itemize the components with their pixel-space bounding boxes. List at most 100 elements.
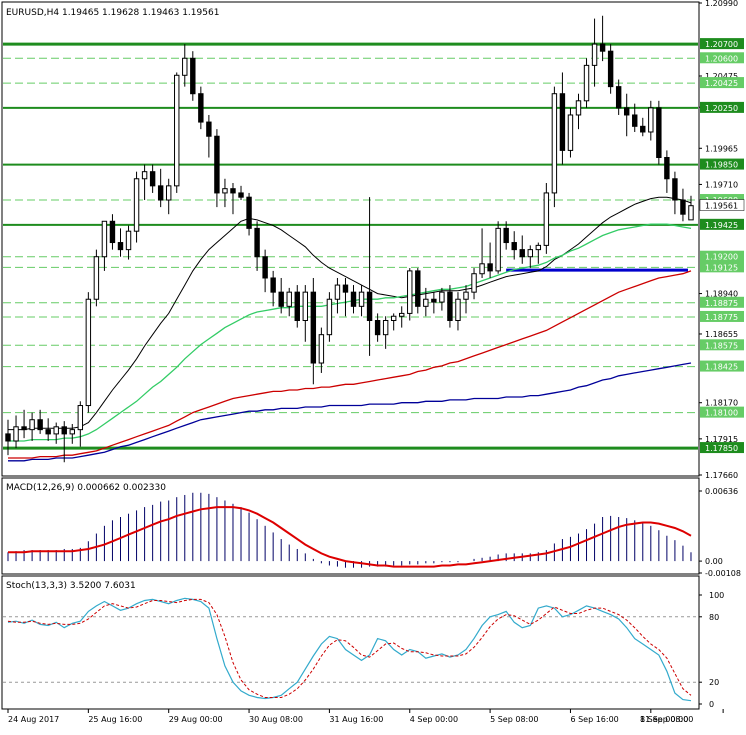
candle <box>390 313 397 331</box>
candle <box>527 245 533 269</box>
level-price-tag <box>700 406 744 418</box>
candle-body-bear <box>270 277 276 293</box>
time-tick-label: 8 Sep 00:00 <box>640 715 688 724</box>
candle-body-bear <box>230 188 236 194</box>
candle <box>230 183 236 215</box>
candle <box>93 249 100 307</box>
candle <box>551 86 558 208</box>
candle-body-bull <box>407 270 413 314</box>
candle <box>53 422 59 444</box>
candle-body-bear <box>246 196 252 229</box>
candle-body-bear <box>519 249 525 258</box>
level-price-tag <box>700 261 744 273</box>
candle <box>382 316 389 349</box>
candle <box>77 401 84 447</box>
candle-body-bull <box>125 230 132 251</box>
candle-body-bull <box>591 43 598 66</box>
candle-body-bull <box>463 291 469 300</box>
price-tick-label: 1.19965 <box>705 144 738 153</box>
level-price-tag-text: 1.20600 <box>705 54 738 63</box>
candle <box>21 409 27 439</box>
candle-body-bear <box>599 43 606 52</box>
candle-body-bear <box>206 121 212 137</box>
candle <box>294 285 300 328</box>
candle <box>543 183 550 254</box>
candle <box>664 150 670 193</box>
candle-body-bear <box>254 227 260 258</box>
candle-body-bull <box>535 244 542 251</box>
candle-body-bull <box>575 100 582 116</box>
candle-body-bull <box>53 426 59 435</box>
candle-body-bear <box>559 93 566 151</box>
candle <box>334 277 341 314</box>
candle-body-bull <box>286 291 292 307</box>
candle <box>69 423 75 444</box>
candle-body-bear <box>656 107 662 158</box>
candle <box>575 93 582 130</box>
candle <box>214 129 220 208</box>
time-tick-label: 31 Aug 16:00 <box>329 715 383 724</box>
candle <box>109 214 116 250</box>
candle <box>487 242 493 278</box>
candle-body-bear <box>374 320 381 336</box>
candle <box>198 86 204 130</box>
candle <box>423 287 429 317</box>
time-tick-label: 5 Sep 08:00 <box>490 715 538 724</box>
candle-body-bull <box>543 192 550 246</box>
candle <box>656 100 662 165</box>
candle-body-bull <box>551 93 558 194</box>
candle <box>13 415 19 449</box>
candle-body-bull <box>471 273 477 293</box>
level-price-tag <box>700 250 744 262</box>
candle-body-bull <box>567 114 574 151</box>
candle <box>688 195 694 221</box>
candle <box>591 18 598 87</box>
candle-body-bear <box>350 291 357 307</box>
price-tick-label: 1.17660 <box>705 471 738 480</box>
candle <box>117 228 124 257</box>
level-price-tag <box>700 38 744 50</box>
candle-body-bull <box>439 291 445 303</box>
stochastic-indicator: 100 80 20 0 <box>3 591 724 709</box>
level-price-tag-text: 1.19425 <box>705 221 738 230</box>
stoch-signal-line <box>7 598 692 698</box>
level-price-tag <box>700 360 744 372</box>
candle <box>278 277 284 314</box>
candle <box>270 270 276 307</box>
candle <box>37 409 43 434</box>
stoch-tick-label: 20 <box>709 678 719 687</box>
candle-body-bull <box>583 64 590 102</box>
candle <box>318 327 325 373</box>
candle-body-bull <box>101 220 108 258</box>
macd-pane-title: MACD(12,26,9) 0.000662 0.002330 <box>6 483 166 493</box>
macd-indicator: 0.00636 0.00 -0.00108 <box>7 487 741 578</box>
candle <box>431 292 437 314</box>
price-tick-label: 1.20475 <box>705 72 738 81</box>
level-price-tag <box>700 296 744 308</box>
macd-pane-frame <box>1 477 700 575</box>
candle <box>206 114 212 158</box>
stoch-pane-frame <box>1 575 700 710</box>
candle <box>45 418 51 441</box>
candle <box>190 51 196 101</box>
candle-body-bear <box>109 220 116 244</box>
candle-body-bear <box>366 291 373 322</box>
level-price-tag <box>700 158 744 170</box>
candle <box>640 117 646 137</box>
candle <box>222 178 228 208</box>
candle-body-bear <box>615 86 622 109</box>
candle-body-bear <box>214 135 220 194</box>
candle-body-bull <box>85 298 92 407</box>
level-price-tag-text: 1.18100 <box>705 409 738 418</box>
level-price-tag <box>700 101 744 113</box>
candle-body-bear <box>623 107 630 116</box>
candle <box>374 313 381 342</box>
candle <box>61 421 67 463</box>
candle <box>415 268 421 314</box>
level-price-tag <box>700 339 744 351</box>
candle-body-bear <box>5 433 11 442</box>
ma-red-line <box>8 270 692 459</box>
candle <box>302 285 309 342</box>
candle-body-bull <box>423 298 429 307</box>
